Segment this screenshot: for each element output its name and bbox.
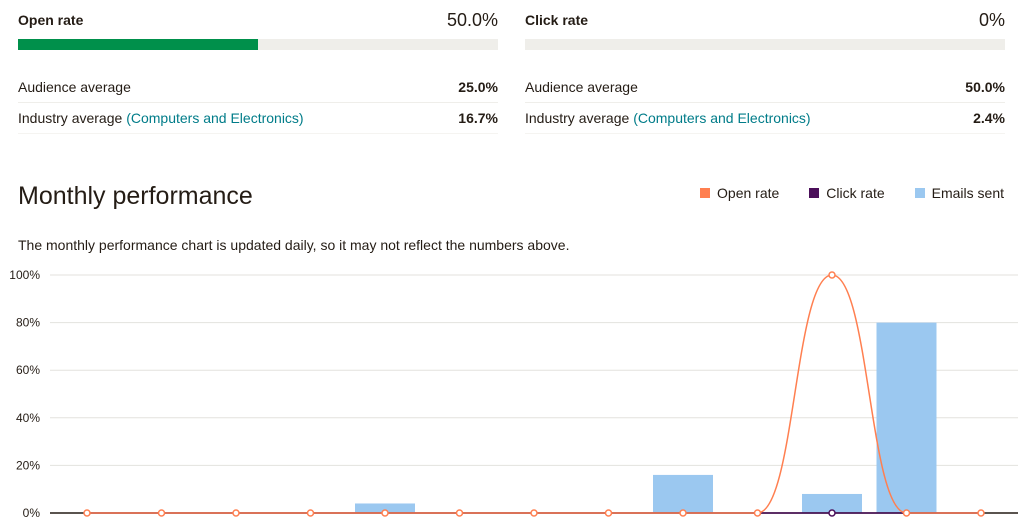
audience-average-value: 50.0%	[965, 79, 1005, 95]
open-rate-point	[604, 509, 613, 517]
y-tick-label: 60%	[16, 363, 40, 377]
open-rate-header: Open rate 50.0%	[18, 0, 498, 40]
click-rate-card: Click rate 0% Audience average 50.0% Ind…	[525, 0, 1005, 134]
audience-average-value: 25.0%	[458, 79, 498, 95]
click-rate-progress-bar	[525, 39, 1005, 50]
chart-legend: Open rate Click rate Emails sent	[700, 185, 1004, 201]
open-rate-line	[87, 274, 981, 514]
legend-label-emails-sent: Emails sent	[931, 185, 1004, 201]
legend-label-open-rate: Open rate	[717, 185, 780, 201]
open-rate-point	[232, 509, 240, 517]
emails-sent-bar	[653, 474, 713, 513]
audience-average-label: Audience average	[525, 79, 638, 95]
emails-sent-bar	[355, 503, 415, 513]
open-rate-point	[679, 509, 687, 517]
open-rate-point	[902, 509, 911, 517]
click-rate-title: Click rate	[525, 12, 589, 28]
industry-average-value: 2.4%	[973, 110, 1005, 126]
click-rate-value: 0%	[978, 10, 1005, 30]
chart-note: The monthly performance chart is updated…	[18, 237, 570, 253]
industry-category-link[interactable]: (Computers and Electronics)	[633, 110, 811, 126]
open-rate-progress-bar	[18, 39, 498, 50]
open-rate-title: Open rate	[18, 12, 84, 28]
industry-average-value: 16.7%	[458, 110, 498, 126]
open-rate-point	[530, 509, 538, 517]
open-rate-industry-average-row: Industry average (Computers and Electron…	[18, 103, 498, 134]
click-rate-audience-average-row: Audience average 50.0%	[525, 72, 1005, 103]
open-rate-value: 50.0%	[446, 10, 498, 30]
open-rate-point	[157, 509, 166, 517]
legend-item-click-rate[interactable]: Click rate	[809, 185, 885, 201]
y-tick-label: 40%	[16, 411, 40, 425]
open-rate-swatch	[700, 188, 711, 198]
click-rate-header: Click rate 0%	[525, 0, 1005, 40]
industry-average-label: Industry average	[18, 110, 123, 126]
y-tick-label: 80%	[16, 316, 40, 330]
monthly-performance-title: Monthly performance	[18, 182, 253, 210]
legend-item-open-rate[interactable]: Open rate	[700, 185, 779, 201]
emails-sent-swatch	[914, 188, 925, 198]
monthly-performance-chart: 100% 80% 60% 40% 20% 0%	[9, 268, 1018, 520]
click-rate-industry-average-row: Industry average (Computers and Electron…	[525, 103, 1005, 134]
open-rate-point	[381, 509, 389, 517]
emails-sent-bar	[876, 322, 937, 513]
open-rate-card: Open rate 50.0% Audience average 25.0% I…	[18, 0, 498, 134]
click-rate-point	[828, 509, 836, 517]
y-tick-label: 0%	[23, 506, 41, 520]
industry-category-link[interactable]: (Computers and Electronics)	[126, 110, 304, 126]
y-tick-label: 20%	[16, 458, 40, 472]
legend-item-emails-sent[interactable]: Emails sent	[914, 185, 1004, 201]
y-tick-label: 100%	[9, 268, 40, 282]
open-rate-point	[455, 509, 464, 517]
click-rate-swatch	[809, 188, 820, 198]
open-rate-point	[828, 271, 836, 279]
open-rate-audience-average-row: Audience average 25.0%	[18, 72, 498, 103]
industry-average-label: Industry average	[525, 110, 630, 126]
audience-average-label: Audience average	[18, 79, 131, 95]
open-rate-point	[83, 509, 91, 517]
open-rate-point	[306, 509, 315, 517]
emails-sent-bar	[802, 493, 862, 513]
open-rate-point	[753, 509, 762, 517]
open-rate-point	[977, 509, 985, 517]
open-rate-progress-fill	[18, 39, 258, 50]
legend-label-click-rate: Click rate	[826, 185, 885, 201]
